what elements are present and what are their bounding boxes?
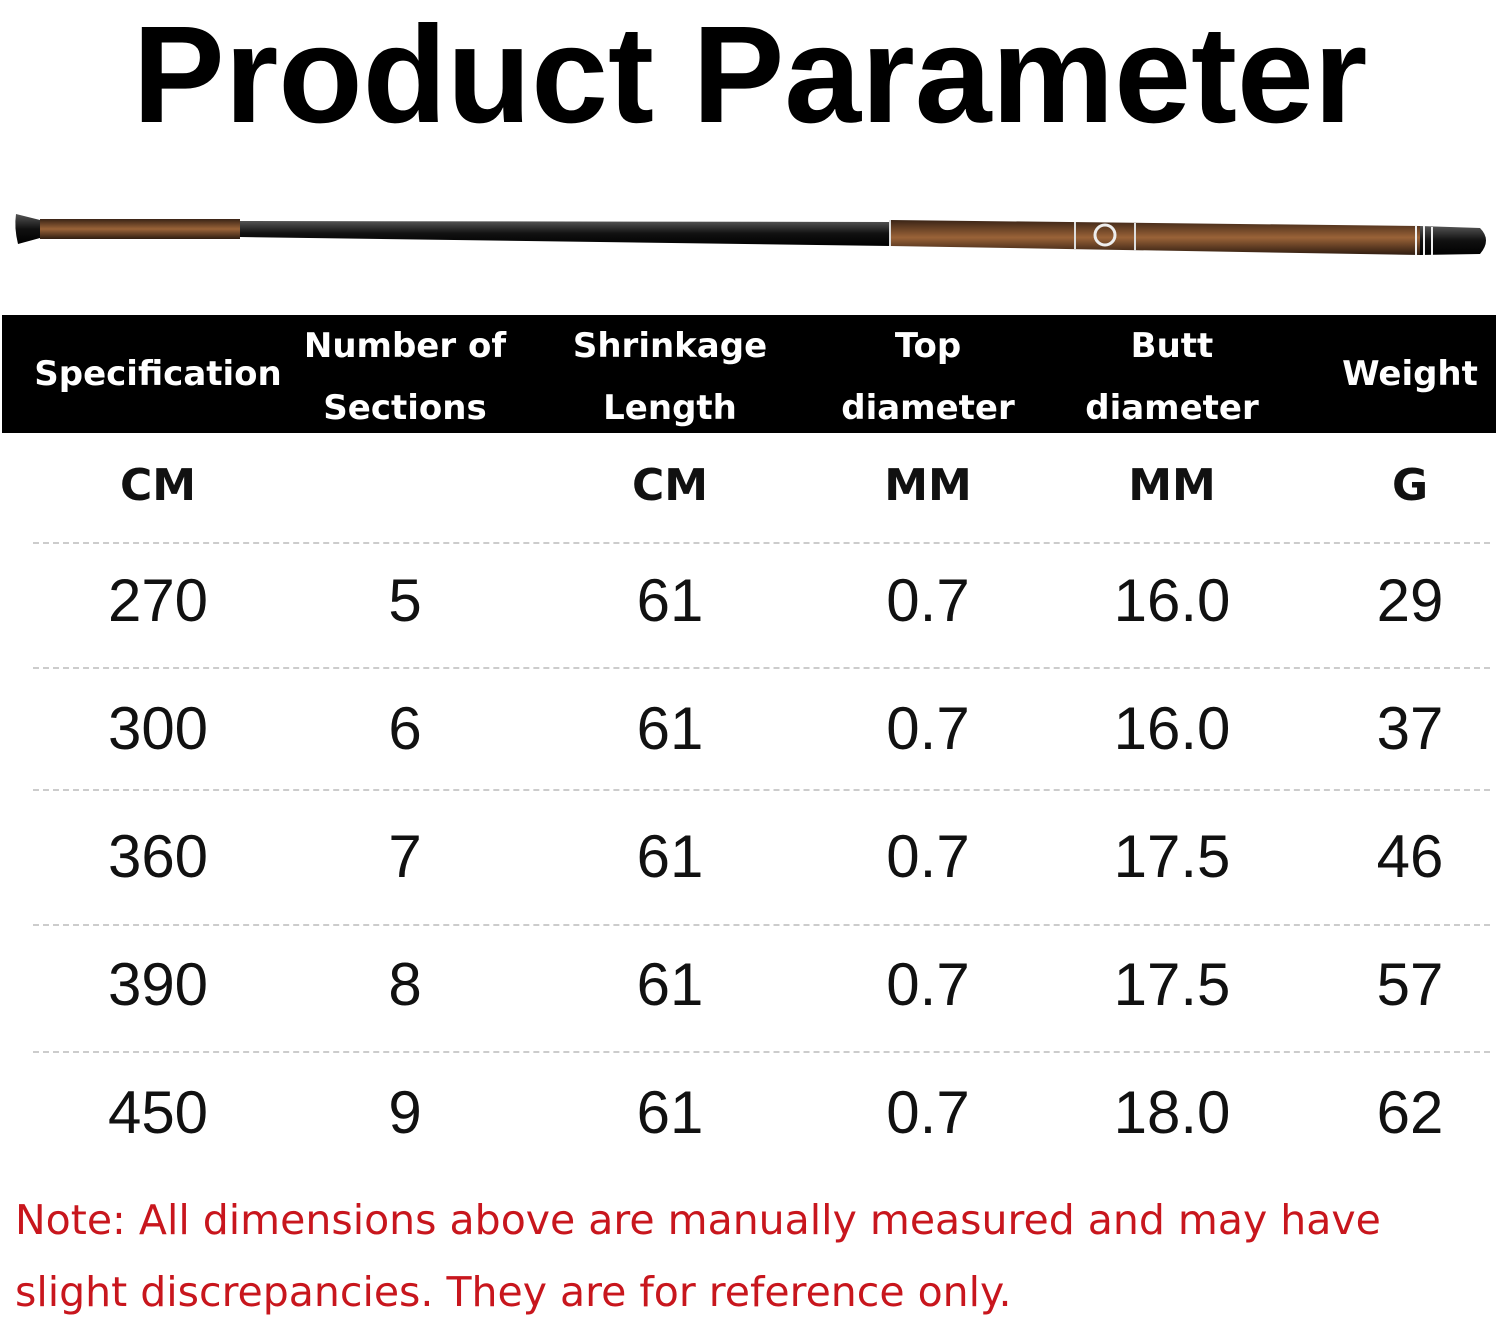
row-divider — [33, 667, 1490, 669]
header-cell: Number of — [303, 326, 507, 366]
value-cell: 0.7 — [886, 823, 970, 890]
value-cell: 17.5 — [1113, 951, 1231, 1018]
value-cell: 46 — [1376, 823, 1444, 890]
header-cell: diameter — [841, 388, 1015, 428]
header-cell: Weight — [1342, 354, 1478, 394]
note: Note: All dimensions above are manually … — [15, 1196, 1381, 1316]
value-cell: 61 — [636, 695, 704, 762]
header-cell: Sections — [323, 388, 487, 428]
value-cell: 61 — [636, 1079, 704, 1146]
header-cell: Shrinkage — [572, 326, 768, 366]
value-cell: 16.0 — [1113, 567, 1231, 634]
value-cell: 29 — [1376, 567, 1444, 634]
value-cell: 57 — [1376, 951, 1444, 1018]
value-cell: 9 — [388, 1079, 422, 1146]
value-cell: 270 — [107, 567, 209, 634]
unit-cell: MM — [884, 460, 972, 511]
value-cell: 16.0 — [1113, 695, 1231, 762]
header-cell: Length — [603, 388, 737, 428]
unit-cell: CM — [631, 460, 709, 511]
value-cell: 6 — [388, 695, 422, 762]
value-cell: 61 — [636, 823, 704, 890]
header-cell: diameter — [1085, 388, 1259, 428]
value-cell: 61 — [636, 567, 704, 634]
value-cell: 18.0 — [1113, 1079, 1231, 1146]
row-divider — [33, 789, 1490, 791]
value-cell: 0.7 — [886, 951, 970, 1018]
value-cell: 7 — [388, 823, 422, 890]
value-cell: 390 — [107, 951, 209, 1018]
unit-cell: MM — [1128, 460, 1216, 511]
value-cell: 0.7 — [886, 1079, 970, 1146]
value-cell: 62 — [1376, 1079, 1444, 1146]
header-cell: Specification — [34, 354, 282, 394]
header-cell: Butt — [1130, 326, 1214, 366]
unit-cell: CM — [119, 460, 197, 511]
header-cell: Top — [894, 326, 962, 366]
row-divider — [33, 542, 1490, 544]
value-cell: 61 — [636, 951, 704, 1018]
header-band — [2, 315, 1496, 433]
row-divider — [33, 1051, 1490, 1053]
value-cell: 17.5 — [1113, 823, 1231, 890]
value-cell: 37 — [1376, 695, 1444, 762]
value-cell: 0.7 — [886, 695, 970, 762]
unit-cell: G — [1391, 460, 1429, 511]
value-cell: 8 — [388, 951, 422, 1018]
value-cell: 5 — [388, 567, 422, 634]
fishing-rod — [15, 214, 1486, 255]
value-cell: 450 — [107, 1079, 209, 1146]
value-cell: 300 — [107, 695, 209, 762]
title: Product Parameter — [132, 0, 1368, 152]
value-cell: 360 — [107, 823, 209, 890]
value-cell: 0.7 — [886, 567, 970, 634]
row-divider — [33, 924, 1490, 926]
